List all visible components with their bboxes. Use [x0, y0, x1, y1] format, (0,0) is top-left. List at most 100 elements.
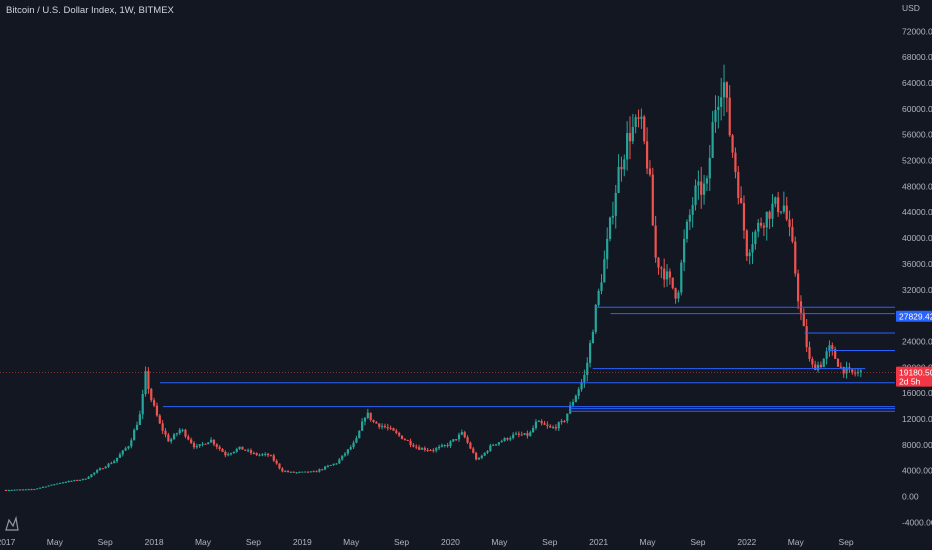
candle-body	[113, 461, 116, 464]
candle-body	[554, 427, 557, 429]
x-tick-label: May	[640, 537, 657, 547]
candle-body	[651, 174, 654, 226]
candle-body	[677, 292, 680, 299]
y-tick-label: -4000.00	[902, 517, 932, 527]
candle-body	[87, 476, 90, 479]
candle-body	[637, 117, 640, 119]
x-axis[interactable]: 2017 May Sep 2018 May Sep 2019 May Sep 2020 May Sep…	[0, 537, 854, 547]
candle-body	[158, 415, 161, 424]
y-axis[interactable]: USD -4000.00 0.00 4000.00 8000.00 12000.00 160…	[902, 3, 932, 527]
candle-body	[577, 389, 580, 396]
candle-body	[626, 133, 629, 160]
x-tick-label: Sep	[839, 537, 854, 547]
candle-body	[70, 480, 73, 482]
candle-body	[566, 413, 569, 421]
candle-body	[591, 331, 595, 344]
candle-body	[343, 453, 347, 456]
candle-body	[338, 459, 341, 464]
candle-body	[851, 369, 854, 373]
y-axis-unit-label: USD	[902, 3, 920, 13]
y-tick-label: 4000.00	[902, 466, 932, 476]
candle-body	[10, 489, 13, 491]
candle-body	[124, 448, 127, 451]
candle-body	[674, 288, 677, 299]
candle-body	[543, 423, 546, 425]
candle-body	[859, 370, 862, 372]
candles-layer	[4, 64, 862, 492]
candle-body	[153, 400, 156, 406]
candle-body	[349, 447, 352, 450]
chart-title: Bitcoin / U.S. Dollar Index, 1W, BITMEX	[6, 5, 174, 16]
candle-body	[856, 371, 860, 374]
candle-body	[489, 445, 492, 451]
candle-body	[275, 460, 278, 464]
candle-body	[472, 448, 475, 453]
candle-body	[457, 434, 461, 440]
candle-body	[235, 449, 238, 452]
candle-body	[437, 446, 441, 449]
candle-body	[133, 429, 136, 441]
y-tick-label: 0.00	[902, 491, 919, 501]
candle-body	[212, 439, 216, 445]
candle-body	[557, 422, 560, 429]
candle-body	[227, 454, 230, 456]
y-tick-label: 56000.00	[902, 130, 932, 140]
candle-body	[221, 449, 224, 452]
candle-body	[831, 345, 834, 350]
candle-body	[247, 450, 250, 452]
candle-body	[634, 117, 637, 128]
candle-body	[711, 122, 714, 158]
x-tick-label: May	[491, 537, 508, 547]
y-tick-label: 52000.00	[902, 156, 932, 166]
candle-body	[167, 434, 170, 442]
candle-body	[466, 437, 469, 443]
candle-body	[580, 382, 583, 390]
x-tick-label: 2020	[441, 537, 460, 547]
candle-body	[41, 486, 45, 488]
candle-body	[264, 453, 267, 455]
candle-body	[537, 420, 540, 422]
x-tick-label: 2021	[589, 537, 608, 547]
candle-body	[104, 466, 107, 469]
bar-countdown-label: 2d 5h	[899, 377, 921, 387]
candle-body	[452, 439, 455, 442]
candle-body	[170, 439, 173, 442]
candle-body	[30, 489, 33, 491]
y-tick-label: 16000.00	[902, 388, 932, 398]
candle-body	[608, 217, 612, 239]
candle-body	[836, 358, 840, 367]
candle-body	[232, 451, 235, 454]
candle-body	[96, 470, 99, 473]
candle-body	[21, 489, 25, 491]
candle-body	[683, 238, 686, 263]
candle-body	[540, 420, 543, 424]
candle-body	[654, 225, 657, 258]
candle-body	[266, 453, 270, 456]
candle-body	[107, 463, 110, 467]
candle-body	[378, 423, 381, 427]
candle-body	[269, 455, 273, 457]
candle-body	[7, 490, 10, 492]
candle-body	[771, 203, 774, 219]
candle-body	[383, 426, 387, 428]
candle-body	[306, 471, 310, 473]
y-tick-label: 44000.00	[902, 207, 932, 217]
candle-body	[403, 439, 406, 441]
candle-body	[58, 483, 62, 485]
level-tag	[896, 310, 932, 322]
candle-body	[366, 412, 369, 418]
x-tick-label: May	[343, 537, 360, 547]
candle-body	[335, 463, 338, 465]
x-tick-label: May	[47, 537, 64, 547]
candle-body	[190, 439, 193, 444]
x-tick-label: Sep	[246, 537, 261, 547]
candle-body	[503, 438, 506, 441]
candle-body	[361, 421, 364, 431]
candle-body	[278, 463, 281, 469]
candle-body	[155, 405, 159, 416]
y-tick-label: 40000.00	[902, 233, 932, 243]
candle-body	[110, 463, 113, 465]
candle-body	[249, 450, 253, 453]
candle-body	[742, 203, 746, 231]
